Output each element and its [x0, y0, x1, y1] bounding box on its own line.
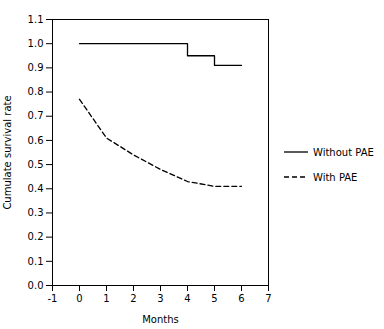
svg-text:0.7: 0.7: [28, 110, 44, 121]
svg-text:-1: -1: [48, 292, 58, 303]
svg-text:0.9: 0.9: [28, 62, 44, 73]
svg-text:0.4: 0.4: [28, 182, 44, 193]
svg-text:0.1: 0.1: [28, 255, 44, 266]
svg-text:0.3: 0.3: [28, 207, 44, 218]
svg-text:0.6: 0.6: [28, 134, 44, 145]
svg-text:Cumulate survival rate: Cumulate survival rate: [2, 95, 13, 209]
html-text:With PAE: With PAE: [313, 171, 358, 183]
svg-text:0.0: 0.0: [28, 279, 44, 290]
svg-text:1.1: 1.1: [28, 13, 44, 24]
svg-text:0: 0: [76, 292, 82, 303]
svg-text:0.8: 0.8: [28, 86, 44, 97]
svg-text:Months: Months: [142, 313, 179, 324]
svg-text:1.0: 1.0: [28, 37, 44, 48]
svg-text:5: 5: [211, 292, 217, 303]
svg-text:0.5: 0.5: [28, 158, 44, 169]
svg-text:0.2: 0.2: [28, 231, 44, 242]
svg-text:6: 6: [238, 292, 244, 303]
svg-text:2: 2: [130, 292, 136, 303]
svg-text:4: 4: [184, 292, 190, 303]
svg-text:7: 7: [265, 292, 271, 303]
svg-text:3: 3: [157, 292, 163, 303]
svg-text:1: 1: [103, 292, 109, 303]
html-text:Without PAE: Without PAE: [313, 146, 374, 158]
